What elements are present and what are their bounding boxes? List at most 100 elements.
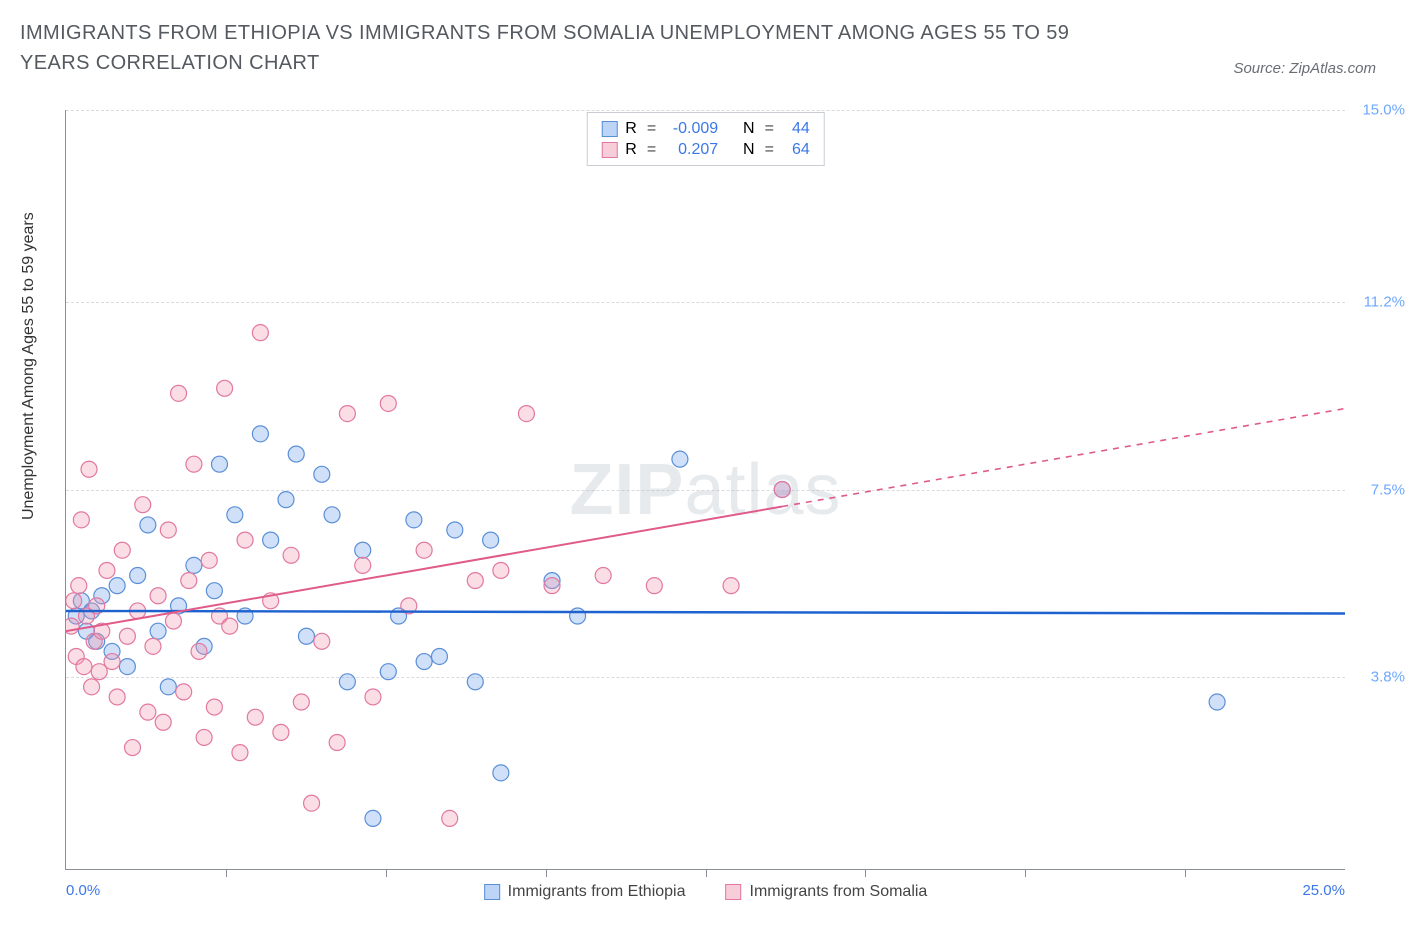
- scatter-point-somalia: [442, 810, 458, 826]
- scatter-point-ethiopia: [324, 507, 340, 523]
- scatter-point-ethiopia: [1209, 694, 1225, 710]
- scatter-point-somalia: [171, 385, 187, 401]
- legend-series: Immigrants from Ethiopia Immigrants from…: [484, 883, 928, 901]
- scatter-point-somalia: [304, 795, 320, 811]
- scatter-point-somalia: [181, 573, 197, 589]
- scatter-point-somalia: [273, 724, 289, 740]
- scatter-point-ethiopia: [380, 664, 396, 680]
- scatter-point-somalia: [646, 578, 662, 594]
- scatter-point-ethiopia: [263, 532, 279, 548]
- scatter-point-ethiopia: [206, 583, 222, 599]
- scatter-point-ethiopia: [447, 522, 463, 538]
- scatter-point-somalia: [99, 562, 115, 578]
- scatter-point-somalia: [135, 497, 151, 513]
- scatter-point-ethiopia: [278, 492, 294, 508]
- scatter-point-ethiopia: [252, 426, 268, 442]
- legend-swatch-somalia: [601, 142, 617, 158]
- legend-n-label: N: [743, 119, 755, 140]
- y-tick-label: 11.2%: [1350, 294, 1405, 311]
- scatter-point-somalia: [186, 456, 202, 472]
- scatter-point-somalia: [723, 578, 739, 594]
- scatter-point-ethiopia: [140, 517, 156, 533]
- x-tick: [226, 869, 227, 877]
- legend-n-value-somalia: 64: [792, 140, 810, 161]
- equals-sign: =: [765, 119, 774, 140]
- legend-swatch-ethiopia: [484, 884, 500, 900]
- legend-swatch-ethiopia: [601, 121, 617, 137]
- scatter-point-somalia: [493, 562, 509, 578]
- scatter-point-ethiopia: [467, 674, 483, 690]
- trendline-ethiopia: [66, 611, 1345, 614]
- legend-item-ethiopia: Immigrants from Ethiopia: [484, 883, 686, 901]
- scatter-point-ethiopia: [570, 608, 586, 624]
- scatter-point-ethiopia: [339, 674, 355, 690]
- scatter-point-ethiopia: [416, 654, 432, 670]
- chart-page: IMMIGRANTS FROM ETHIOPIA VS IMMIGRANTS F…: [0, 0, 1406, 930]
- scatter-point-somalia: [81, 461, 97, 477]
- scatter-point-somalia: [380, 395, 396, 411]
- scatter-point-ethiopia: [431, 648, 447, 664]
- legend-r-label: R: [625, 140, 637, 161]
- scatter-svg: [66, 110, 1345, 869]
- scatter-point-somalia: [176, 684, 192, 700]
- legend-n-label: N: [743, 140, 755, 161]
- scatter-point-somalia: [73, 512, 89, 528]
- source-attribution: Source: ZipAtlas.com: [1233, 60, 1376, 77]
- chart-title: IMMIGRANTS FROM ETHIOPIA VS IMMIGRANTS F…: [20, 18, 1140, 78]
- scatter-point-somalia: [247, 709, 263, 725]
- scatter-point-somalia: [109, 689, 125, 705]
- scatter-point-somalia: [155, 714, 171, 730]
- legend-swatch-somalia: [726, 884, 742, 900]
- scatter-point-somalia: [232, 745, 248, 761]
- scatter-point-somalia: [329, 735, 345, 751]
- scatter-point-somalia: [544, 578, 560, 594]
- scatter-point-ethiopia: [672, 451, 688, 467]
- y-tick-label: 3.8%: [1350, 668, 1405, 685]
- scatter-point-ethiopia: [119, 659, 135, 675]
- y-tick-label: 7.5%: [1350, 481, 1405, 498]
- scatter-point-ethiopia: [211, 456, 227, 472]
- legend-row-ethiopia: R = -0.009 N = 44: [601, 119, 810, 140]
- scatter-point-somalia: [416, 542, 432, 558]
- scatter-point-somalia: [104, 654, 120, 670]
- x-tick: [1185, 869, 1186, 877]
- scatter-point-somalia: [114, 542, 130, 558]
- scatter-point-somalia: [191, 643, 207, 659]
- scatter-point-somalia: [595, 568, 611, 584]
- legend-label-ethiopia: Immigrants from Ethiopia: [508, 883, 686, 901]
- scatter-point-somalia: [145, 638, 161, 654]
- legend-r-label: R: [625, 119, 637, 140]
- scatter-point-somalia: [119, 628, 135, 644]
- scatter-point-somalia: [160, 522, 176, 538]
- scatter-point-somalia: [293, 694, 309, 710]
- scatter-point-ethiopia: [288, 446, 304, 462]
- scatter-point-somalia: [314, 633, 330, 649]
- legend-correlation: R = -0.009 N = 44 R = 0.207 N = 64: [586, 112, 825, 166]
- scatter-point-somalia: [283, 547, 299, 563]
- scatter-point-somalia: [339, 406, 355, 422]
- equals-sign: =: [647, 140, 656, 161]
- legend-item-somalia: Immigrants from Somalia: [726, 883, 928, 901]
- scatter-point-somalia: [196, 729, 212, 745]
- scatter-point-somalia: [165, 613, 181, 629]
- equals-sign: =: [765, 140, 774, 161]
- y-tick-label: 15.0%: [1350, 102, 1405, 119]
- scatter-point-somalia: [201, 552, 217, 568]
- scatter-point-somalia: [66, 593, 82, 609]
- trendline-somalia-extrapolated: [782, 409, 1345, 507]
- scatter-point-somalia: [467, 573, 483, 589]
- legend-label-somalia: Immigrants from Somalia: [750, 883, 928, 901]
- scatter-point-ethiopia: [227, 507, 243, 523]
- scatter-point-ethiopia: [160, 679, 176, 695]
- scatter-point-ethiopia: [483, 532, 499, 548]
- legend-r-value-ethiopia: -0.009: [666, 119, 718, 140]
- scatter-point-somalia: [222, 618, 238, 634]
- plot-area: ZIPatlas 3.8%7.5%11.2%15.0% 0.0% 25.0% R…: [65, 110, 1345, 870]
- scatter-point-somalia: [84, 679, 100, 695]
- scatter-point-somalia: [140, 704, 156, 720]
- x-axis-max-label: 25.0%: [1302, 882, 1345, 899]
- scatter-point-ethiopia: [150, 623, 166, 639]
- scatter-point-ethiopia: [186, 557, 202, 573]
- y-axis-label: Unemployment Among Ages 55 to 59 years: [20, 212, 38, 520]
- scatter-point-ethiopia: [493, 765, 509, 781]
